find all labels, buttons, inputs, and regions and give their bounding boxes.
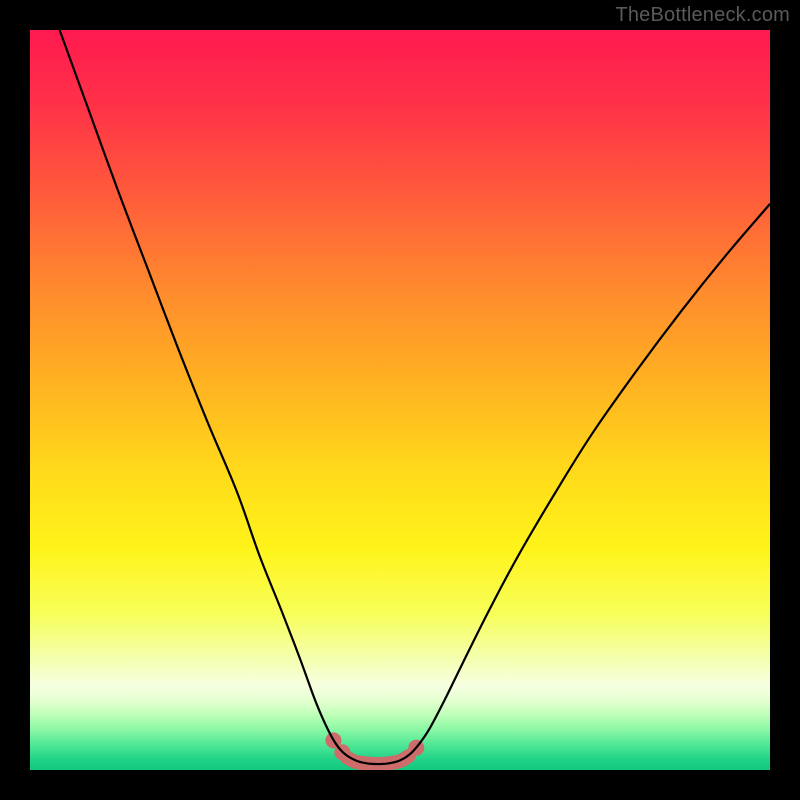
bottleneck-chart bbox=[0, 0, 800, 800]
watermark-text: TheBottleneck.com bbox=[615, 4, 790, 27]
plot-background bbox=[30, 30, 770, 770]
